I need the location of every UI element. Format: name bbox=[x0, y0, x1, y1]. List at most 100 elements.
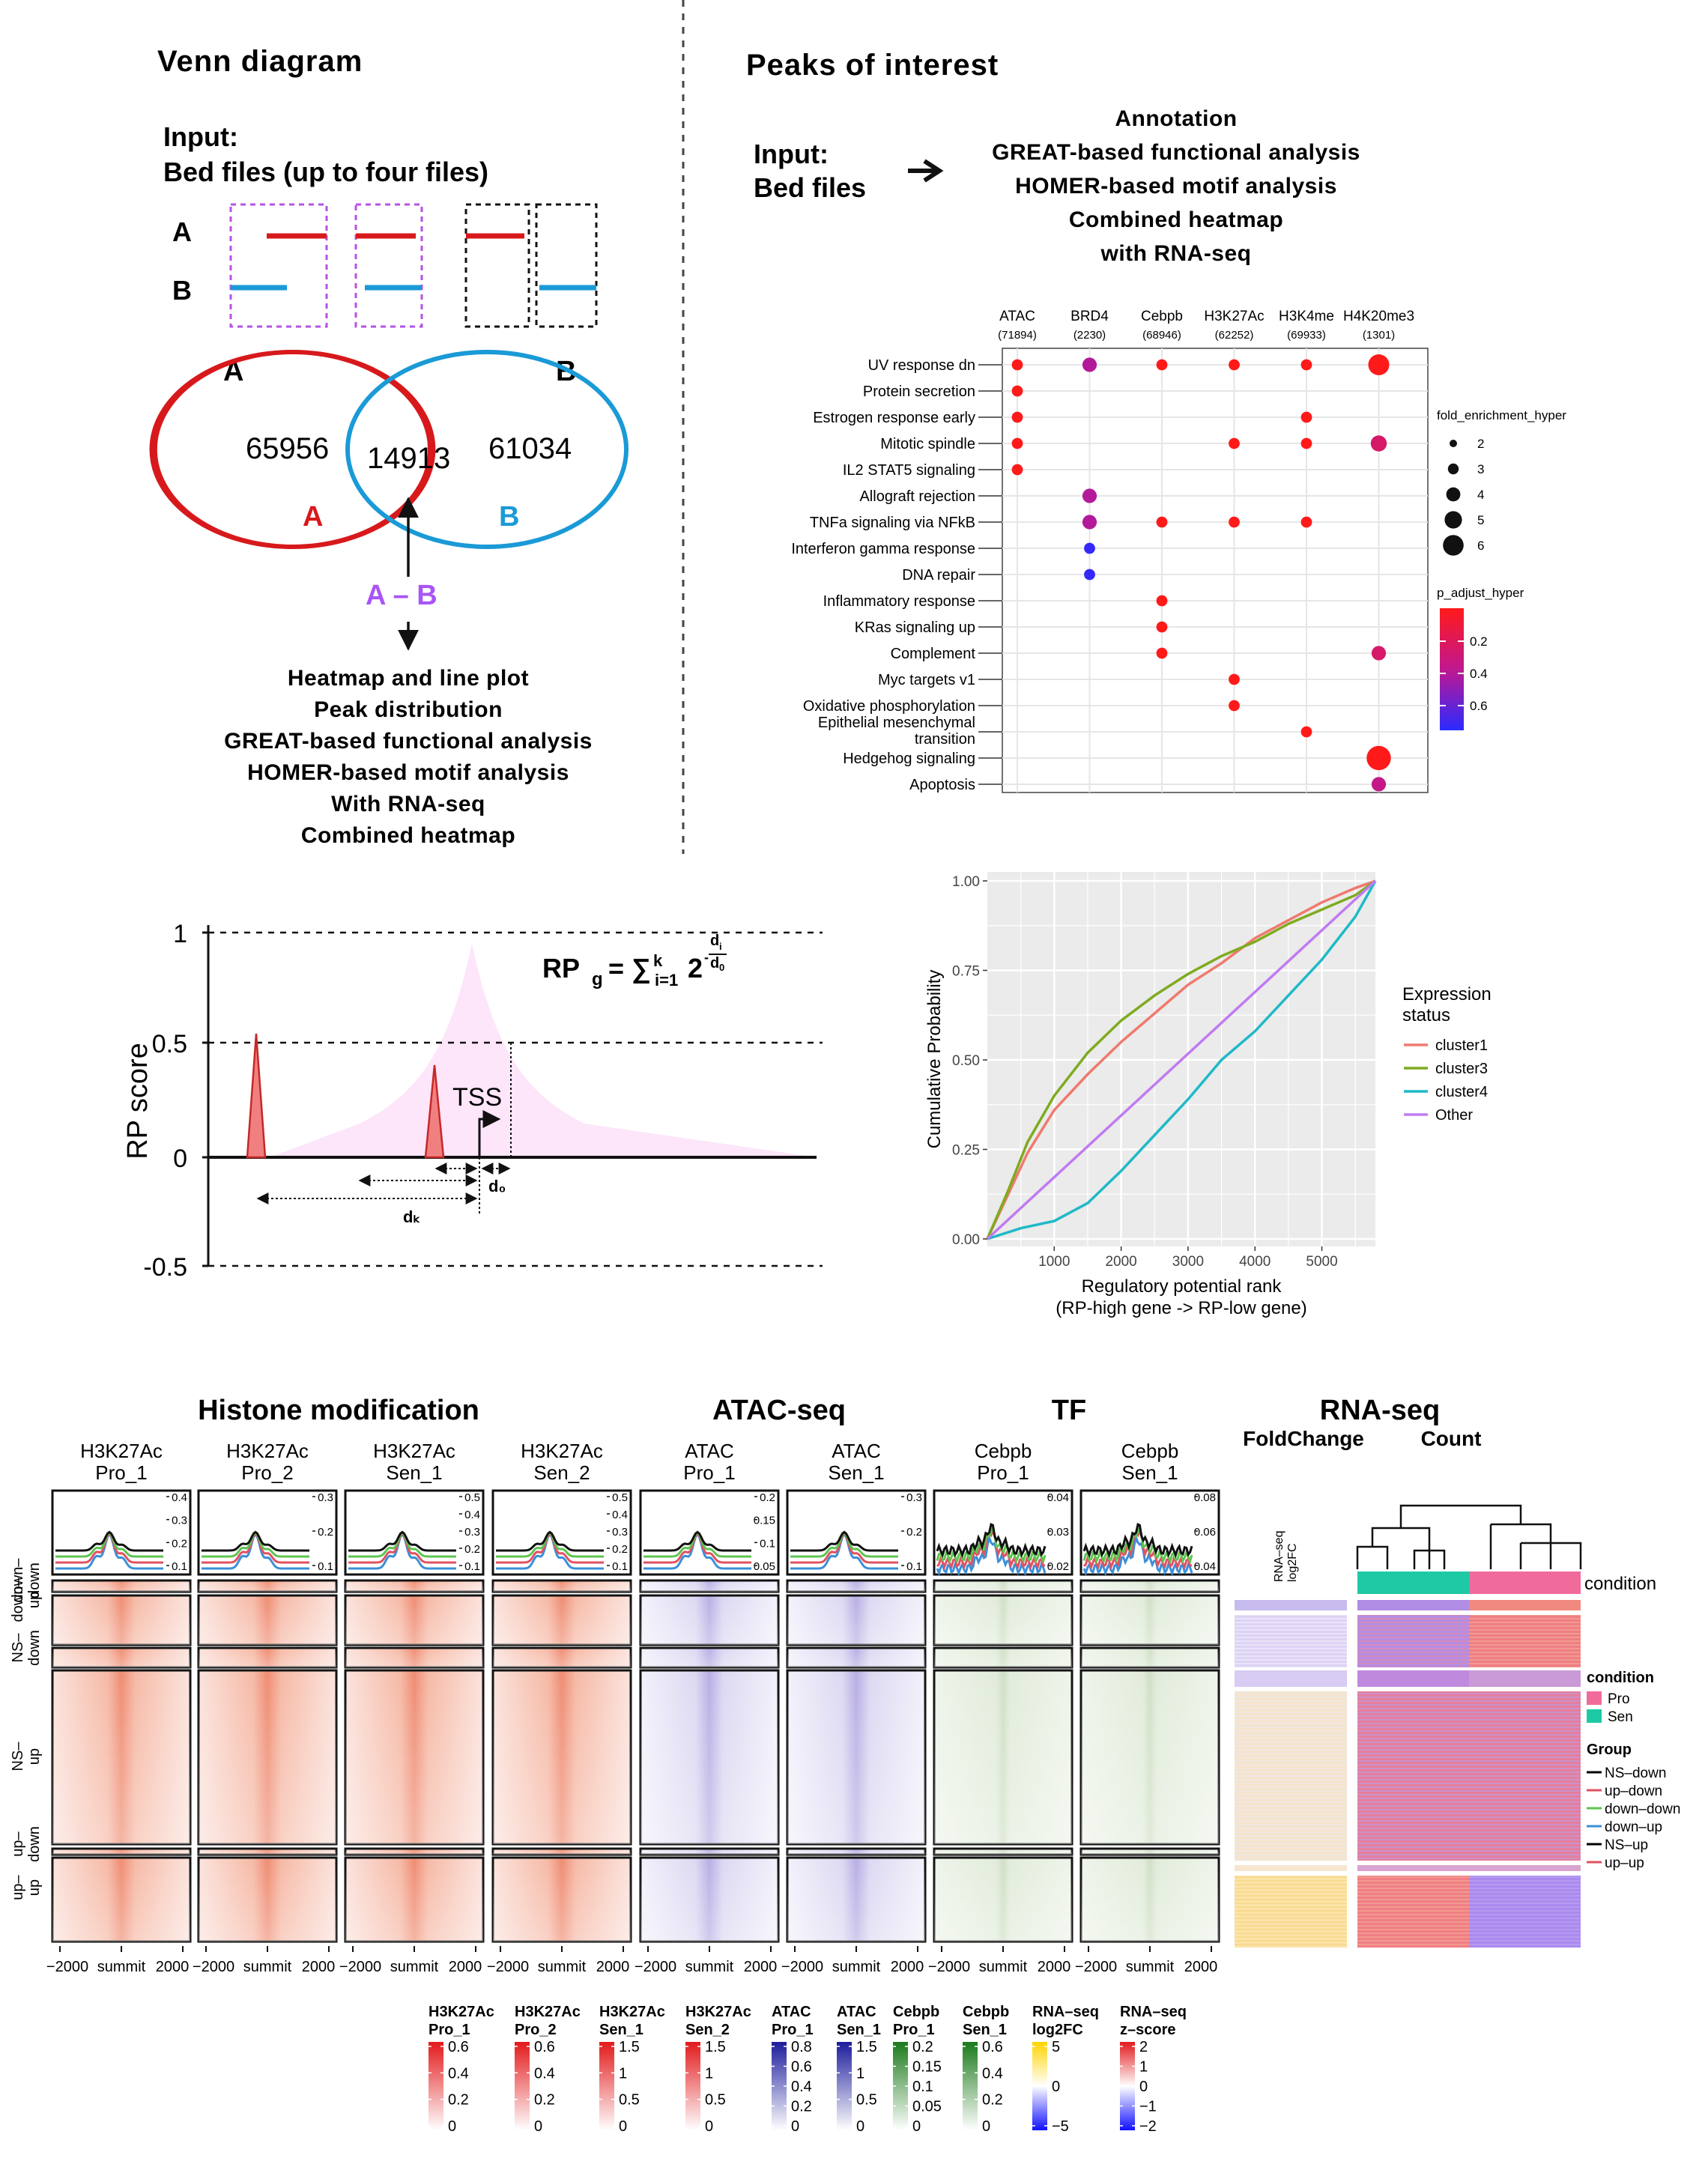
scale-title-5: ATAC bbox=[837, 2004, 876, 2020]
group-label-1: down– bbox=[10, 1578, 26, 1622]
dotplot-row-0: UV response dn bbox=[868, 357, 975, 374]
cdf-legend: cluster1 cluster3 cluster4 Other bbox=[1404, 1037, 1488, 1124]
size-legend-label-1: 3 bbox=[1477, 462, 1484, 476]
svg-text:−2000: −2000 bbox=[635, 1959, 676, 1975]
svg-text:-: - bbox=[704, 950, 709, 965]
size-legend-label-0: 2 bbox=[1477, 437, 1484, 451]
scale-bar-9 bbox=[1120, 2042, 1135, 2130]
svg-text:Sen_1: Sen_1 bbox=[828, 1461, 884, 1484]
size-legend-dot-0 bbox=[1450, 440, 1457, 447]
dotplot-col-1: BRD4 bbox=[1070, 309, 1109, 324]
svg-text:−2000: −2000 bbox=[928, 1959, 970, 1975]
svg-text:0: 0 bbox=[619, 2118, 627, 2135]
group-label-3: NS– bbox=[10, 1742, 26, 1772]
svg-text:−2000: −2000 bbox=[193, 1959, 234, 1975]
svg-text:0.04: 0.04 bbox=[1194, 1560, 1216, 1573]
cdf-line-cluster4 bbox=[987, 880, 1377, 1240]
svg-text:0.2: 0.2 bbox=[172, 1537, 187, 1550]
dot-16 bbox=[1156, 516, 1168, 528]
dot-21 bbox=[1156, 595, 1168, 607]
svg-text:log2FC: log2FC bbox=[1032, 2022, 1083, 2038]
count-a: 65956 bbox=[246, 432, 329, 465]
dotplot-row-1: Protein secretion bbox=[863, 384, 975, 400]
peak-spike-2 bbox=[424, 1064, 445, 1159]
svg-text:RP: RP bbox=[542, 953, 580, 984]
svg-text:Pro_2: Pro_2 bbox=[241, 1461, 293, 1484]
scale-title-7: Cebpb bbox=[963, 2004, 1009, 2020]
size-legend-dot-1 bbox=[1447, 463, 1459, 475]
rna-legends: condition Pro Sen Group NS–down up–down dow… bbox=[1587, 1670, 1680, 1871]
dotplot-row-10: KRas signaling up bbox=[855, 619, 975, 636]
dot-14 bbox=[1082, 488, 1097, 503]
profile-plot-1 bbox=[197, 1489, 338, 1576]
venn-feature-list: Heatmap and line plot Peak distribution GR… bbox=[224, 666, 592, 848]
dotplot-row-2: Estrogen response early bbox=[813, 410, 975, 426]
svg-text:= ∑: = ∑ bbox=[608, 953, 651, 984]
svg-text:0.2: 0.2 bbox=[906, 1526, 922, 1539]
track-label-7: Cebpb bbox=[1121, 1440, 1179, 1462]
dotplot-col-count-3: (62252) bbox=[1215, 329, 1254, 342]
dendrogram bbox=[1356, 1504, 1582, 1569]
dot-18 bbox=[1300, 516, 1312, 528]
group-legend-label-3: down–up bbox=[1605, 1819, 1662, 1835]
svg-text:z–score: z–score bbox=[1120, 2022, 1176, 2038]
cdf-panel: 1000 2000 3000 4000 5000 0.00 0.25 0.50 0.75 1.00… bbox=[924, 872, 1492, 1318]
svg-text:2000: 2000 bbox=[1038, 1959, 1071, 1975]
dot-11 bbox=[1300, 437, 1312, 449]
group-label-5: up– bbox=[10, 1874, 26, 1900]
cdf-ytick-3: 0.75 bbox=[952, 964, 980, 980]
svg-text:0.1: 0.1 bbox=[172, 1560, 187, 1573]
group-legend-label-1: up–down bbox=[1605, 1783, 1662, 1799]
cdf-ytick-0: 0.00 bbox=[952, 1232, 980, 1248]
dot-26 bbox=[1229, 700, 1240, 712]
svg-text:−2000: −2000 bbox=[46, 1959, 88, 1975]
svg-text:summit: summit bbox=[243, 1959, 292, 1975]
svg-text:up: up bbox=[26, 1592, 43, 1608]
svg-text:1.5: 1.5 bbox=[619, 2039, 640, 2055]
cdf-line-cluster3 bbox=[986, 879, 1377, 1240]
svg-text:2000: 2000 bbox=[744, 1959, 778, 1975]
scale-title-3: H3K27Ac bbox=[685, 2004, 751, 2020]
svg-text:0.2: 0.2 bbox=[534, 2092, 555, 2109]
svg-text:−1: −1 bbox=[1139, 2099, 1157, 2115]
dotplot-row-5: Allograft rejection bbox=[859, 488, 975, 505]
rp-ytick-m05: -0.5 bbox=[143, 1253, 187, 1282]
svg-text:0: 0 bbox=[448, 2118, 456, 2135]
track-label-0: H3K27Ac bbox=[80, 1440, 163, 1462]
rp-ytick-0: 0 bbox=[173, 1145, 187, 1173]
cdf-xtick-1: 2000 bbox=[1105, 1254, 1136, 1270]
dotplot-col-count-5: (1301) bbox=[1363, 329, 1395, 342]
svg-text:0.6: 0.6 bbox=[534, 2039, 555, 2055]
group-legend-label-2: down–down bbox=[1605, 1801, 1680, 1817]
count-b: 61034 bbox=[488, 432, 572, 465]
dotplot-row-16: Apoptosis bbox=[909, 777, 975, 793]
rp-decay-area bbox=[270, 944, 817, 1157]
svg-text:Sen_1: Sen_1 bbox=[386, 1461, 442, 1484]
section-histone: Histone modification bbox=[198, 1395, 479, 1426]
diff-label: A – B bbox=[366, 580, 437, 611]
svg-text:2000: 2000 bbox=[1184, 1959, 1218, 1975]
dotplot-row-6: TNFa signaling via NFkB bbox=[810, 515, 975, 531]
svg-text:0: 0 bbox=[856, 2118, 864, 2135]
dot-3 bbox=[1229, 359, 1240, 371]
scale-bar-0 bbox=[428, 2042, 443, 2130]
cdf-series bbox=[986, 879, 1377, 1240]
dot-22 bbox=[1156, 621, 1168, 633]
svg-text:0.4: 0.4 bbox=[534, 2065, 555, 2082]
rna-count-heatmap: condition bbox=[1356, 1504, 1656, 1948]
svg-text:2000: 2000 bbox=[596, 1959, 630, 1975]
condition-label: condition bbox=[1584, 1574, 1656, 1594]
svg-text:up: up bbox=[26, 1879, 43, 1896]
profile-plot-0 bbox=[51, 1489, 192, 1576]
svg-text:0.5: 0.5 bbox=[856, 2092, 877, 2109]
color-legend-label-0: 0.2 bbox=[1470, 634, 1488, 649]
venn-title: Venn diagram bbox=[157, 45, 363, 78]
scale-title-0: H3K27Ac bbox=[428, 2004, 494, 2020]
venn-feature-4: With RNA-seq bbox=[331, 792, 485, 816]
cdf-axes: 1000 2000 3000 4000 5000 0.00 0.25 0.50 0.75 1.00 bbox=[952, 874, 1338, 1270]
svg-text:−2000: −2000 bbox=[487, 1959, 529, 1975]
size-legend-dot-2 bbox=[1446, 487, 1461, 502]
cdf-ytick-1: 0.25 bbox=[952, 1143, 980, 1159]
color-scale-legends: H3K27AcPro_10.60.40.20H3K27AcPro_20.60.4… bbox=[428, 2004, 1187, 2135]
svg-text:0.2: 0.2 bbox=[912, 2039, 933, 2055]
